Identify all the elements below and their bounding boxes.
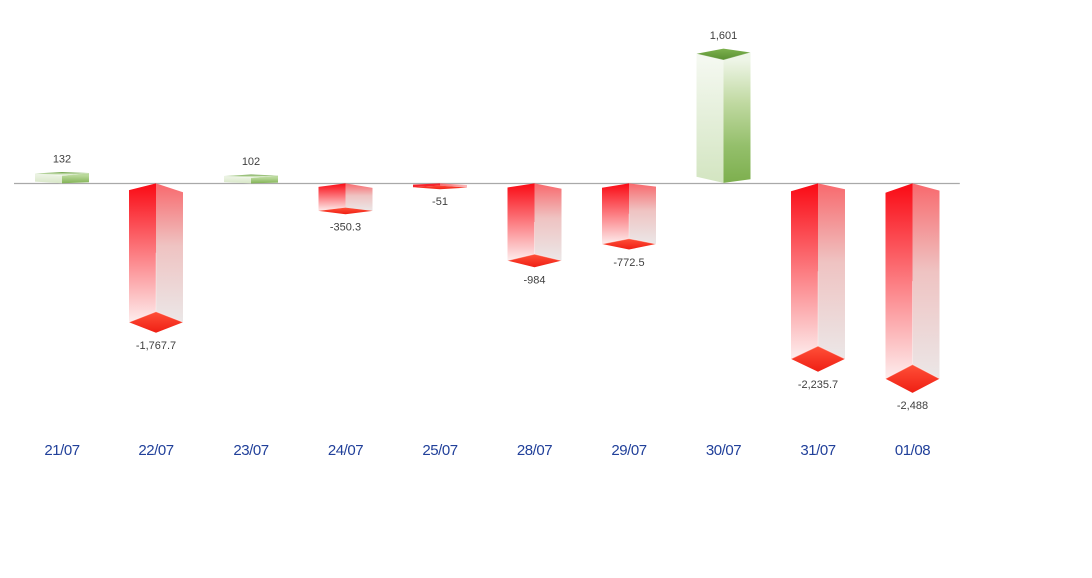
svg-text:30/07: 30/07 [706,442,741,459]
svg-text:22/07: 22/07 [138,442,173,459]
svg-text:-350.3: -350.3 [330,222,361,234]
svg-text:102: 102 [242,156,260,168]
svg-text:132: 132 [53,154,71,166]
svg-text:01/08: 01/08 [895,442,930,459]
svg-text:25/07: 25/07 [422,442,457,459]
svg-text:29/07: 29/07 [611,442,646,459]
svg-text:-2,235.7: -2,235.7 [798,379,838,391]
svg-text:-1,767.7: -1,767.7 [136,340,176,352]
svg-text:-2,488: -2,488 [897,400,928,412]
svg-text:-984: -984 [523,275,545,287]
svg-text:-772.5: -772.5 [613,257,644,269]
svg-text:24/07: 24/07 [328,442,363,459]
svg-text:21/07: 21/07 [44,442,79,459]
svg-text:31/07: 31/07 [800,442,835,459]
svg-text:28/07: 28/07 [517,442,552,459]
svg-text:23/07: 23/07 [233,442,268,459]
svg-text:-51: -51 [432,196,448,208]
svg-text:1,601: 1,601 [710,30,738,42]
